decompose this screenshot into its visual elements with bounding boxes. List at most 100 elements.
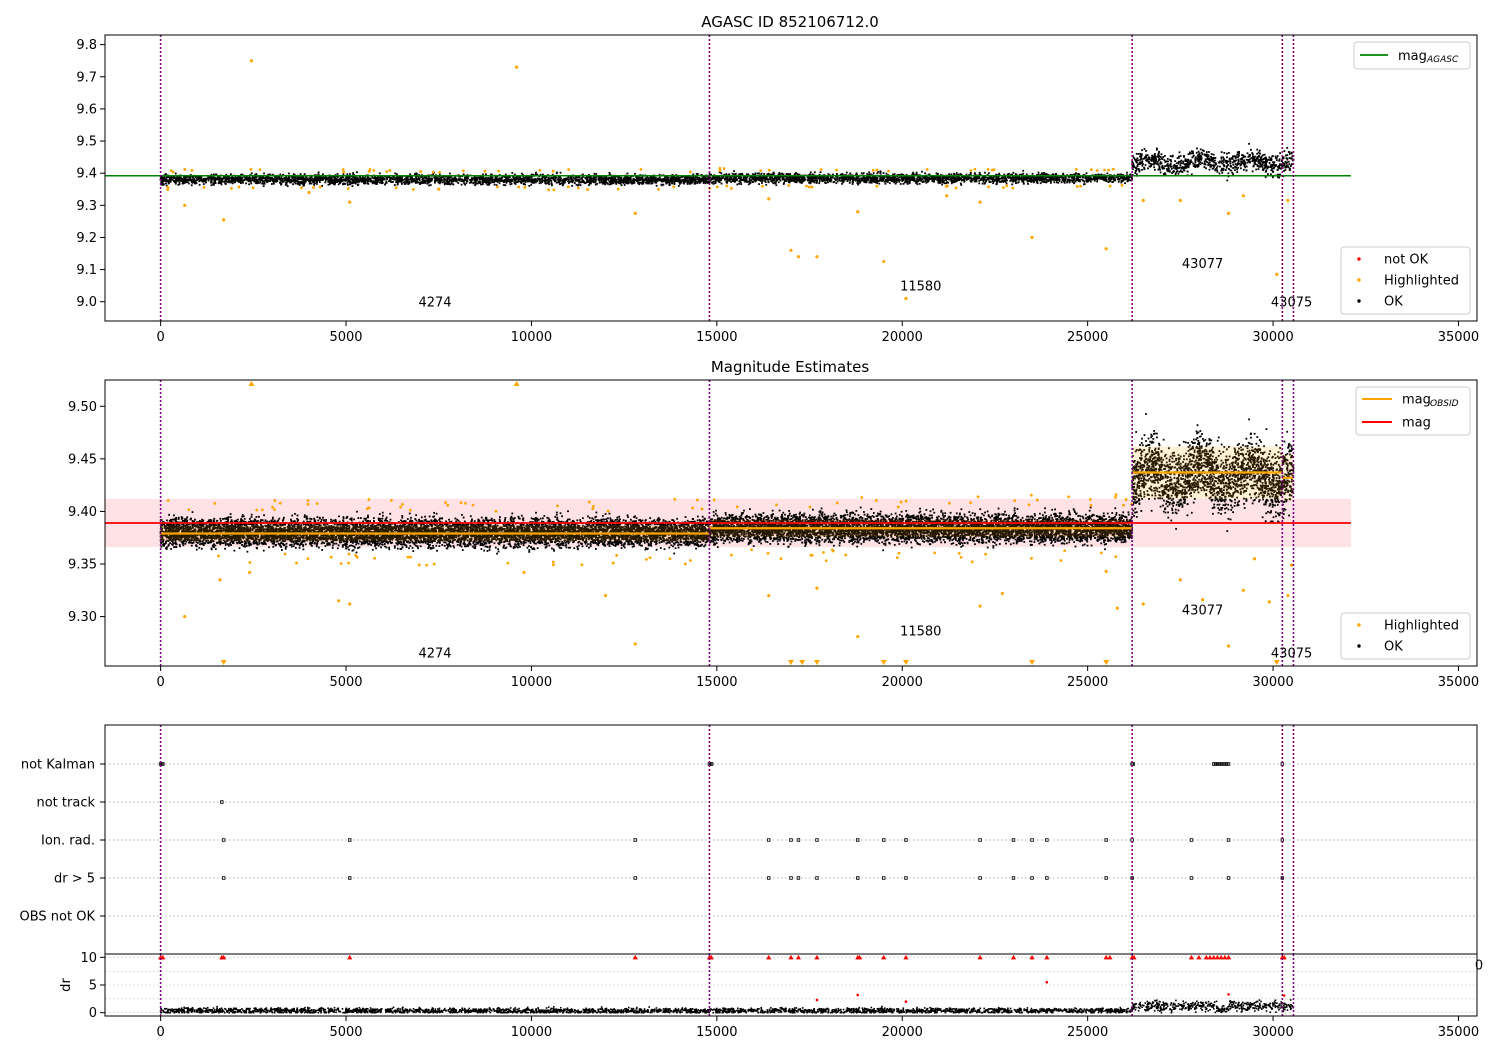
panel2-highlighted-point [1267,600,1271,604]
panel1-legend-bottom: not OK Highlighted OK [1340,246,1471,315]
flag-point [1226,876,1231,880]
panel1-xtick-label: 5000 [329,330,362,345]
flag-point [856,838,860,842]
panel2-title: Magnitude Estimates [711,358,869,376]
panel2-clipped-low-marker [1103,660,1110,665]
panel1-ytick-label: 9.0 [76,295,97,310]
flag-category-label: OBS not OK [20,910,96,925]
panel1-highlighted-point [789,248,793,252]
panel2-clipped-low-marker [902,660,909,665]
dr-outlier [904,1000,908,1003]
panel1-ytick-label: 9.4 [76,167,97,182]
panel1-highlighted-point [815,255,819,259]
legend-dot [1357,257,1361,261]
panel1-ytick-label: 9.6 [76,102,97,117]
dr-clipped-marker [1214,954,1221,960]
dr-clipped-marker [788,954,794,960]
panel1-xtick-label: 10000 [511,330,552,345]
panel1-xtick-label: 15000 [696,330,737,345]
panel1-obsid-label: 4274 [418,296,451,311]
panel4-axes: 0 5000 10000 15000 20000 25000 30000 35000 0 5 10 [80,951,1479,1040]
panel1-obsid-label: 43075 [1271,296,1312,311]
dr-clipped-marker [766,954,772,960]
panel2-frame [104,379,1478,667]
dr-outlier [1227,993,1230,996]
panel4-ytick-label: 0 [89,1006,97,1021]
dr-clipped-marker [347,954,353,960]
flag-category-label: not Kalman [21,758,95,773]
flag-point [789,876,793,880]
panel2-highlighted-point [1286,593,1290,598]
panel1-obsid-label: 43077 [1182,257,1223,272]
flag-point [767,838,771,842]
dr-clipped-marker [881,954,887,960]
panel2-xtick-label: 20000 [882,675,923,690]
flag-point [882,838,886,842]
panel1-highlighted-point [222,218,226,222]
panel2-clipped-low-marker [880,660,887,665]
dr-clipped-marker [903,954,909,960]
flag-point [709,762,714,766]
dr-outlier [815,998,819,1002]
panel2-obsid-label: 43077 [1182,603,1223,618]
flag-category-label: dr > 5 [54,872,95,887]
panel1-highlighted-point [945,194,949,198]
legend-line-label: mag [1402,393,1431,408]
flag-point [815,838,819,842]
legend-line-label: mag [1402,416,1431,431]
legend-dot [1357,644,1361,648]
flag-category-label: not track [36,796,95,811]
panel1-highlighted-point [1178,198,1182,203]
flag-point [221,876,226,880]
panel4-xtick-label: 0 [156,1025,164,1040]
dr-clipped-marker [160,954,166,960]
panel2-ytick-label: 9.35 [68,558,97,573]
dr-clipped-marker [1207,954,1213,960]
flag-point [882,876,886,880]
panel2-clipped-low-marker [1029,660,1036,665]
flag-point [1217,762,1221,766]
panel4-ylabel: dr [59,978,74,992]
panel2-highlighted-band [166,493,1134,567]
flag-point [1189,876,1194,880]
panel1-highlighted-point [183,203,187,207]
flag-category-label: Ion. rad. [41,834,95,849]
legend-label: Highlighted [1384,619,1459,634]
panel1-highlighted-point [1275,272,1279,277]
panel2-ytick-label: 9.50 [68,400,97,415]
panel4-plot [105,954,1477,1016]
flag-point [1226,838,1231,842]
dr-clipped-marker [1225,954,1232,960]
panel2-highlighted-point [183,614,187,619]
panel2-highlighted-point [248,570,252,575]
panel2-highlighted-point [1201,598,1205,602]
panel4-edge-label: 0 [1475,959,1483,974]
panel1-highlighted-point [1286,198,1290,203]
legend-label: OK [1384,640,1403,655]
flag-point [1011,876,1016,880]
flag-point [348,838,352,842]
dr-outlier [1282,994,1286,997]
flag-point [633,838,637,842]
panel2-plot: 4274 11580 43077 43075 [105,380,1351,666]
panel2-clipped-low-marker [813,660,820,665]
panel2-clipped-low-marker [788,660,794,665]
panel1-highlighted-point [1104,247,1108,251]
panel2-highlighted-point [1178,578,1182,582]
legend-label: OK [1384,295,1403,310]
flag-point [904,838,908,842]
flag-point [1225,762,1229,766]
panel1-highlighted-point [796,255,801,259]
flag-point [161,762,165,766]
legend-dot [1357,278,1361,282]
panel1-xtick-label: 20000 [882,330,923,345]
panel1-xtick-label: 30000 [1252,330,1293,345]
panel1-highlighted-point [1226,211,1231,215]
dr-clipped-marker [1218,954,1224,960]
panel2-clipped-low-marker [799,660,806,665]
legend-label: not OK [1384,253,1429,268]
flag-point [815,876,819,880]
panel2-highlighted-point [1141,602,1145,606]
panel1-highlighted-point [904,296,908,301]
flag-point [1130,876,1134,880]
